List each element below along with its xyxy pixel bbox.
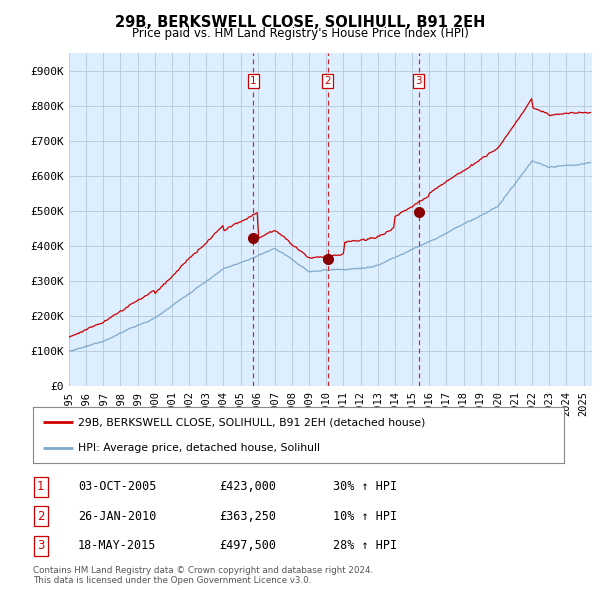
Text: Price paid vs. HM Land Registry's House Price Index (HPI): Price paid vs. HM Land Registry's House … bbox=[131, 27, 469, 40]
Text: 3: 3 bbox=[415, 76, 422, 86]
Text: 29B, BERKSWELL CLOSE, SOLIHULL, B91 2EH: 29B, BERKSWELL CLOSE, SOLIHULL, B91 2EH bbox=[115, 15, 485, 30]
Text: 2: 2 bbox=[37, 510, 44, 523]
Text: 18-MAY-2015: 18-MAY-2015 bbox=[78, 539, 157, 552]
Text: 30% ↑ HPI: 30% ↑ HPI bbox=[333, 480, 397, 493]
Text: HPI: Average price, detached house, Solihull: HPI: Average price, detached house, Soli… bbox=[78, 443, 320, 453]
Text: £363,250: £363,250 bbox=[219, 510, 276, 523]
Text: 1: 1 bbox=[37, 480, 44, 493]
Text: £423,000: £423,000 bbox=[219, 480, 276, 493]
Text: 03-OCT-2005: 03-OCT-2005 bbox=[78, 480, 157, 493]
Text: 29B, BERKSWELL CLOSE, SOLIHULL, B91 2EH (detached house): 29B, BERKSWELL CLOSE, SOLIHULL, B91 2EH … bbox=[78, 417, 425, 427]
Text: Contains HM Land Registry data © Crown copyright and database right 2024.
This d: Contains HM Land Registry data © Crown c… bbox=[33, 566, 373, 585]
Text: 3: 3 bbox=[37, 539, 44, 552]
Text: 1: 1 bbox=[250, 76, 257, 86]
Text: 2: 2 bbox=[324, 76, 331, 86]
Text: 28% ↑ HPI: 28% ↑ HPI bbox=[333, 539, 397, 552]
Text: £497,500: £497,500 bbox=[219, 539, 276, 552]
Text: 26-JAN-2010: 26-JAN-2010 bbox=[78, 510, 157, 523]
Text: 10% ↑ HPI: 10% ↑ HPI bbox=[333, 510, 397, 523]
